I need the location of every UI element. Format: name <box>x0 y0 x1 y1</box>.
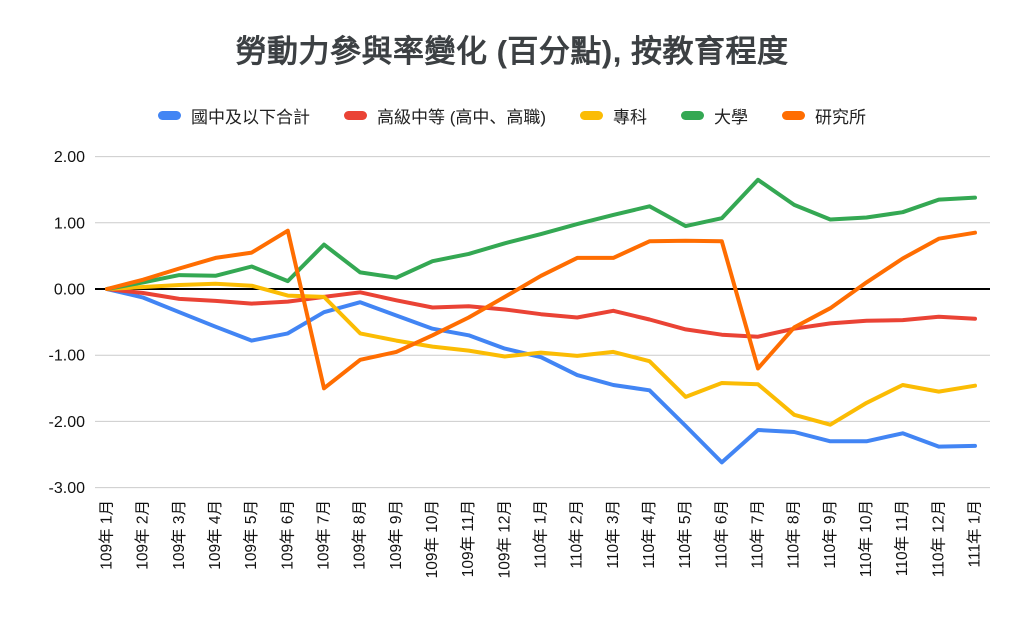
legend-swatch-university <box>681 111 705 120</box>
x-tick-label-13: 110年 1月 <box>532 500 550 569</box>
x-tick-label-12: 109年 12月 <box>495 500 513 578</box>
x-tick-label-16: 110年 4月 <box>640 500 658 569</box>
x-tick-label-4: 109年 4月 <box>206 500 224 570</box>
legend-label-graduate-school: 研究所 <box>815 108 867 127</box>
legend-item-graduate-school[interactable]: 研究所 <box>782 103 866 128</box>
x-tick-label-9: 109年 9月 <box>387 500 405 570</box>
series-line-junior-college <box>105 281 977 427</box>
legend-label-senior-high: 高級中等 (高中、高職) <box>376 108 547 127</box>
x-tick-label-15: 110年 3月 <box>604 500 622 569</box>
legend-swatch-graduate-school <box>782 111 806 120</box>
chart-title: 勞動力參與率變化 (百分點), 按教育程度 <box>235 34 789 69</box>
x-tick-label-6: 109年 6月 <box>278 500 296 570</box>
legend-item-university[interactable]: 大學 <box>681 103 748 128</box>
legend-swatch-junior-high-and-below <box>157 111 181 120</box>
x-tick-label-19: 110年 7月 <box>749 500 767 569</box>
x-tick-label-23: 110年 11月 <box>893 500 911 576</box>
series-line-graduate-school <box>105 228 977 391</box>
legend-item-junior-college[interactable]: 專科 <box>580 103 647 128</box>
y-tick-label--2.00: -2.00 <box>49 414 86 431</box>
y-tick-label--3.00: -3.00 <box>49 480 86 497</box>
x-tick-label-5: 109年 5月 <box>242 500 260 570</box>
x-tick-label-14: 110年 2月 <box>568 500 586 569</box>
legend-label-junior-high-and-below: 國中及以下合計 <box>190 108 310 127</box>
x-tick-label-2: 109年 2月 <box>134 500 152 570</box>
x-tick-label-18: 110年 6月 <box>712 500 730 569</box>
x-tick-label-3: 109年 3月 <box>170 500 188 570</box>
x-tick-label-21: 110年 9月 <box>821 500 839 569</box>
x-tick-label-7: 109年 7月 <box>315 500 333 570</box>
legend: 國中及以下合計 高級中等 (高中、高職) 專科 大學 研究所 <box>0 103 1024 128</box>
series-line-junior-high-and-below <box>105 287 977 465</box>
y-tick-label-0.00: 0.00 <box>54 282 85 299</box>
series-line-senior-high <box>105 287 977 339</box>
x-tick-label-25: 111年 1月 <box>966 500 984 568</box>
legend-item-junior-high-and-below[interactable]: 國中及以下合計 <box>157 103 310 128</box>
legend-label-university: 大學 <box>714 108 749 127</box>
y-tick-label-2.00: 2.00 <box>54 149 85 166</box>
series-line-university <box>105 177 977 291</box>
legend-label-junior-college: 專科 <box>613 108 648 127</box>
x-tick-label-17: 110年 5月 <box>676 500 694 569</box>
x-tick-label-11: 109年 11月 <box>459 500 477 577</box>
x-tick-label-20: 110年 8月 <box>785 500 803 569</box>
x-tick-label-24: 110年 12月 <box>929 500 947 577</box>
legend-item-senior-high[interactable]: 高級中等 (高中、高職) <box>343 103 547 128</box>
x-tick-label-22: 110年 10月 <box>857 500 875 577</box>
legend-swatch-junior-college <box>580 111 604 120</box>
chart-svg: 2.00 1.00 0.00 -1.00 -2.00 -3.00 109年 1月 109年 2… <box>49 149 990 578</box>
y-tick-label--1.00: -1.00 <box>49 348 86 365</box>
x-tick-label-10: 109年 10月 <box>423 500 441 578</box>
legend-swatch-senior-high <box>343 111 367 120</box>
x-tick-label-1: 109年 1月 <box>98 500 116 570</box>
x-tick-label-8: 109年 8月 <box>351 500 369 570</box>
y-tick-label-1.00: 1.00 <box>54 215 85 232</box>
